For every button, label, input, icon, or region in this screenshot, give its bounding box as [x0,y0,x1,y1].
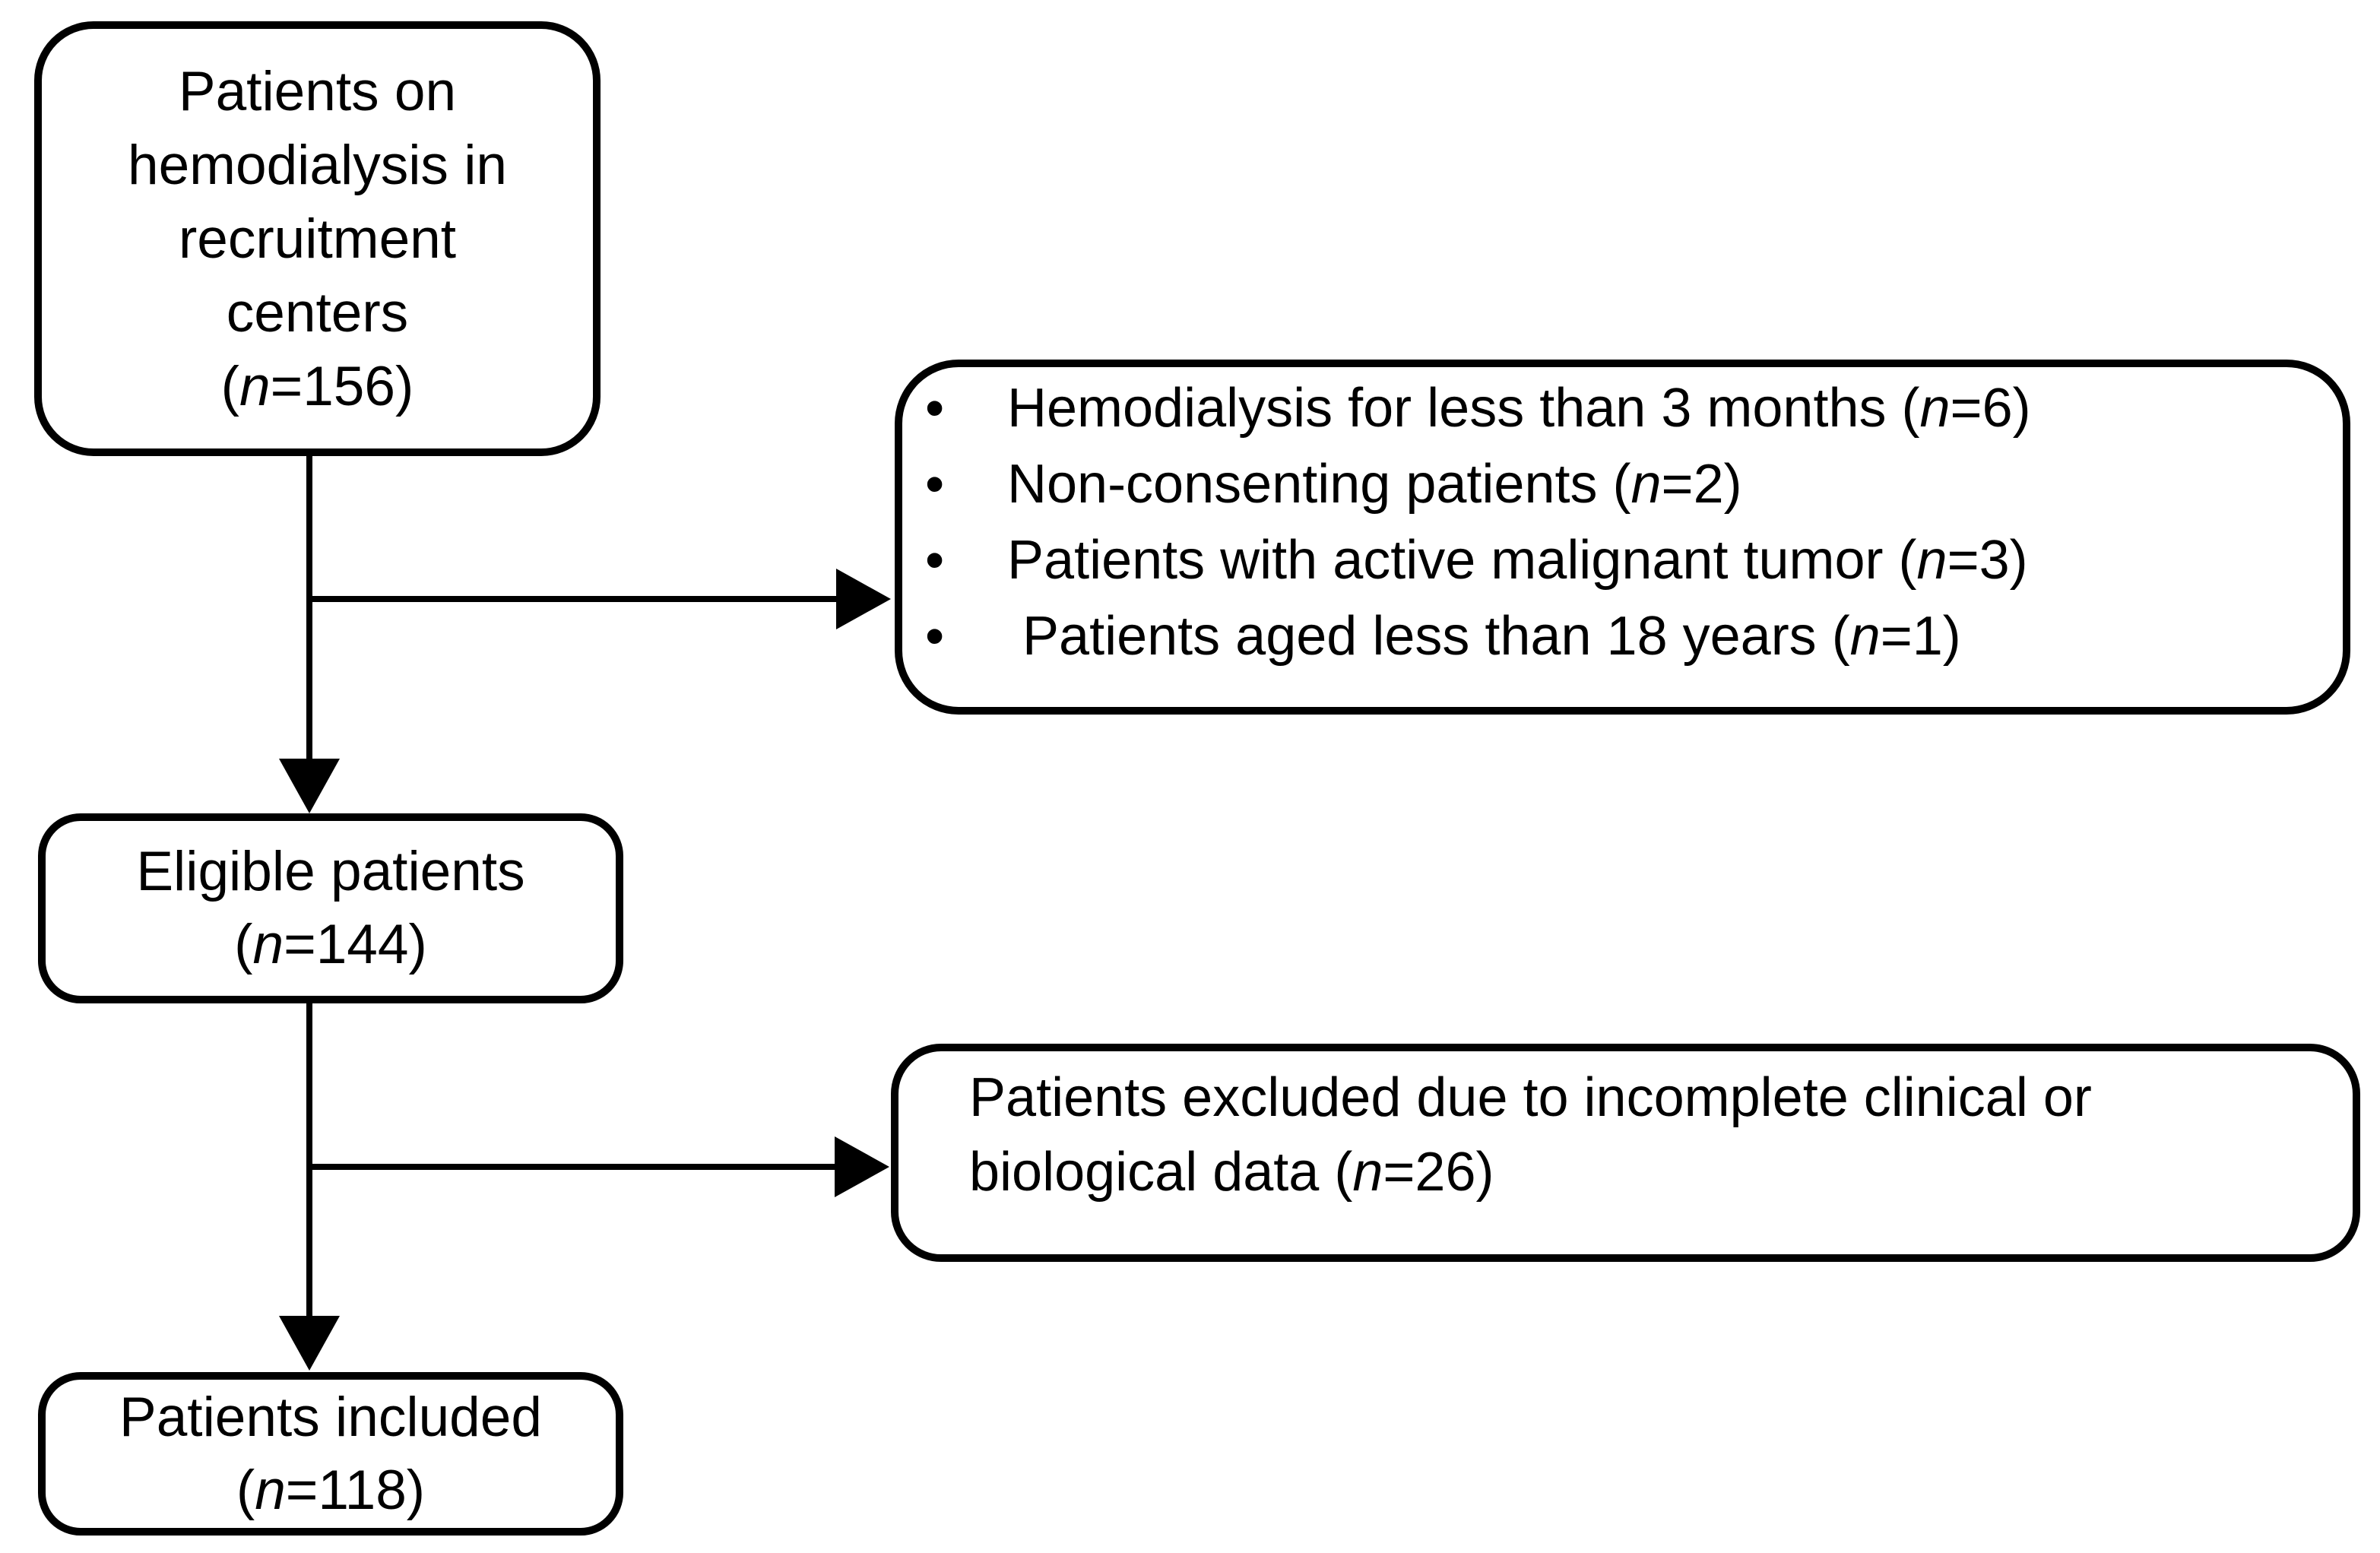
arrow-to-primary-exclusions-head-icon [836,569,891,629]
arrow-source-to-eligible-stem [306,455,312,766]
source-line-1: Patients on [178,60,457,122]
included-count: (n=118) [236,1459,426,1521]
source-line-2: hemodialysis in [127,134,508,196]
eligible-patients-box: Eligible patients (n=144) [38,813,623,1003]
source-line-3: recruitment [178,208,457,270]
bullet-icon: • [925,529,945,591]
secondary-exclusion-line-2: biological data (n=26) [969,1142,1494,1203]
arrow-to-secondary-exclusion-stem [309,1164,840,1170]
secondary-exclusion-box: Patients excluded due to incomplete clin… [891,1044,2360,1262]
primary-exclusions-box: • Hemodialysis for less than 3 months (n… [895,360,2350,715]
exclusion-item-text: Patients with active malignant tumor (n=… [1007,529,2028,591]
bullet-icon: • [925,605,945,667]
source-line-4: centers [226,281,409,344]
eligible-label: Eligible patients [136,841,525,902]
arrow-to-primary-exclusions-stem [309,596,841,602]
exclusion-item-text: Non-consenting patients (n=2) [1007,453,1742,515]
source-population-box: Patients on hemodialysis in recruitment … [34,21,601,456]
exclusion-item-text: Patients aged less than 18 years (n=1) [1007,605,1961,667]
exclusion-item: • Patients with active malignant tumor (… [925,522,2312,598]
eligible-count: (n=144) [234,914,427,975]
arrow-to-secondary-exclusion-head-icon [835,1136,889,1197]
bullet-icon: • [925,453,945,515]
included-label: Patients included [119,1386,542,1448]
source-count: (n=156) [220,355,414,417]
exclusion-item: • Non-consenting patients (n=2) [925,446,2312,522]
exclusion-item: • Patients aged less than 18 years (n=1) [925,598,2312,674]
bullet-icon: • [925,377,945,439]
secondary-exclusion-line-1: Patients excluded due to incomplete clin… [969,1067,2092,1128]
arrow-eligible-to-included-stem [306,1002,312,1321]
arrow-eligible-to-included-head-icon [279,1316,340,1371]
exclusion-item-text: Hemodialysis for less than 3 months (n=6… [1007,377,2031,439]
arrow-source-to-eligible-head-icon [279,759,340,813]
included-patients-box: Patients included (n=118) [38,1372,623,1536]
exclusion-item: • Hemodialysis for less than 3 months (n… [925,370,2312,446]
